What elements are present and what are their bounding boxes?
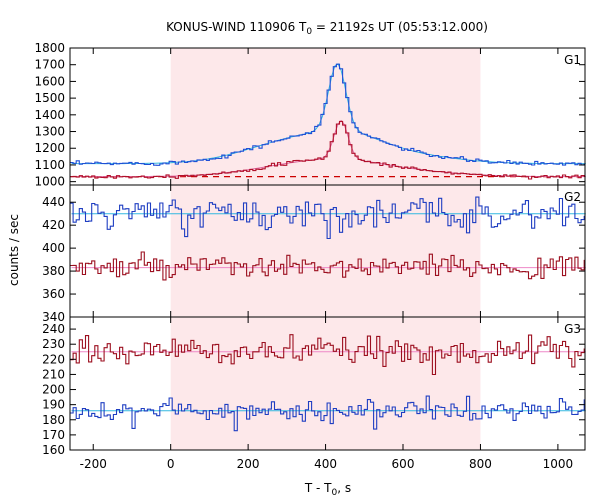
x-tick-label: -200 xyxy=(80,457,107,471)
highlight-interval xyxy=(170,317,481,450)
series-step-g3-1 xyxy=(70,395,585,432)
panel-group: 100011001200130014001500160017001800G134… xyxy=(34,41,586,471)
x-tick-label: 200 xyxy=(237,457,260,471)
highlight-interval xyxy=(170,48,481,185)
y-tick-label: 200 xyxy=(42,383,65,397)
x-tick-label: 400 xyxy=(314,457,337,471)
series-step-g3-0 xyxy=(70,334,585,376)
panel-label: G2 xyxy=(564,190,581,204)
y-tick-label: 190 xyxy=(42,398,65,412)
y-tick-label: 170 xyxy=(42,428,65,442)
y-tick-label: 360 xyxy=(42,287,65,301)
y-tick-label: 440 xyxy=(42,195,65,209)
highlight-interval xyxy=(170,185,481,317)
series-step-g1-0 xyxy=(70,63,585,166)
y-tick-label: 210 xyxy=(42,367,65,381)
y-tick-label: 1400 xyxy=(34,108,65,122)
x-tick-label: 600 xyxy=(392,457,415,471)
y-tick-label: 1200 xyxy=(34,141,65,155)
panel-g2: 340 360 380 400 420 440 G2 xyxy=(42,184,586,324)
panel-g1: 1000 1100 1200 1300 1400 1500 1600 1700 1800 G1 xyxy=(34,41,586,189)
y-tick-label: 1300 xyxy=(34,125,65,139)
y-tick-label: 1600 xyxy=(34,74,65,88)
x-tick-label: 0 xyxy=(167,457,175,471)
y-tick-label: 240 xyxy=(42,322,65,336)
y-tick-label: 420 xyxy=(42,218,65,232)
y-tick-label: 1000 xyxy=(34,175,65,189)
y-tick-label: 220 xyxy=(42,352,65,366)
y-tick-label: 340 xyxy=(42,310,65,324)
panel-label: G1 xyxy=(564,53,581,67)
y-tick-label: 380 xyxy=(42,264,65,278)
chart-title: KONUS-WIND 110906 T0 = 21192s UT (05:53:… xyxy=(166,20,488,37)
panel-frame xyxy=(69,316,586,451)
series-step-g2-1 xyxy=(70,251,585,281)
x-tick-label: 800 xyxy=(469,457,492,471)
y-tick-label: 160 xyxy=(42,443,65,457)
series-step-g2-0 xyxy=(70,196,585,240)
y-tick-label: 400 xyxy=(42,241,65,255)
y-tick-label: 1800 xyxy=(34,41,65,55)
y-tick-label: 1500 xyxy=(34,91,65,105)
y-tick-label: 1700 xyxy=(34,58,65,72)
y-tick-label: 230 xyxy=(42,337,65,351)
x-axis-label: T - T0, s xyxy=(304,481,351,498)
series-step-g1-1 xyxy=(70,120,585,180)
panel-label: G3 xyxy=(564,322,581,336)
y-tick-label: 1100 xyxy=(34,158,65,172)
y-tick-label: 180 xyxy=(42,413,65,427)
x-tick-label: 1000 xyxy=(543,457,574,471)
y-axis-label: counts / sec xyxy=(7,214,21,286)
